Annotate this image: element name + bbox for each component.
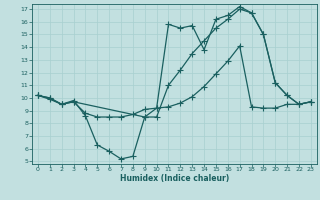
X-axis label: Humidex (Indice chaleur): Humidex (Indice chaleur) [120, 174, 229, 183]
